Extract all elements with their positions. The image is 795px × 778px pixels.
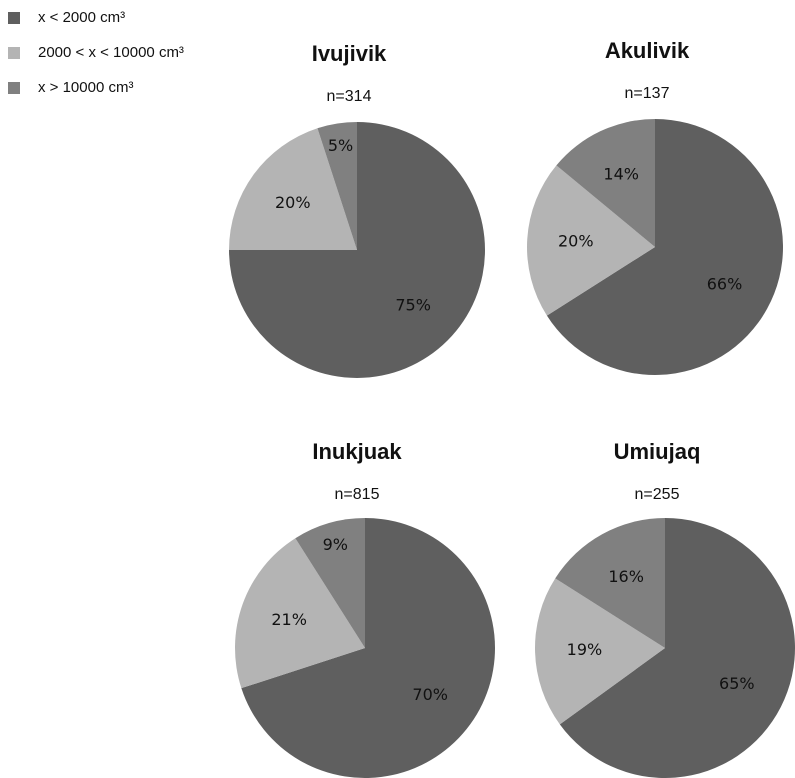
pie-value-label: 75%: [395, 296, 431, 315]
pie-value-label: 20%: [275, 193, 311, 212]
pie-slice: [241, 518, 496, 778]
pie-value-label: 20%: [558, 232, 594, 251]
pie-title: Ivujivik: [312, 41, 387, 66]
pie-value-label: 66%: [707, 275, 743, 294]
pie-slice: [527, 165, 655, 316]
pie-title: Akulivik: [605, 38, 690, 63]
legend-swatch: [8, 47, 20, 59]
pie-value-label: 14%: [603, 165, 639, 184]
legend-label: x > 10000 cm³: [38, 79, 133, 96]
pie-title: Umiujaq: [614, 439, 701, 464]
pie-subtitle: n=137: [625, 85, 670, 102]
pie-slice: [229, 128, 357, 250]
legend-label: 2000 < x < 10000 cm³: [38, 44, 184, 61]
pie-slice: [317, 122, 357, 250]
pie-value-label: 70%: [412, 685, 448, 704]
pie-value-label: 65%: [719, 674, 755, 693]
pie-slice: [559, 518, 795, 778]
pie-value-label: 16%: [608, 567, 644, 586]
pie-slice: [555, 518, 665, 648]
pie-subtitle: n=314: [327, 88, 372, 105]
pie-value-label: 21%: [271, 610, 307, 629]
legend-swatch: [8, 12, 20, 24]
pie-slice: [535, 578, 665, 725]
pie-value-label: 9%: [323, 535, 348, 554]
pie-slice: [546, 119, 783, 375]
pie-slice: [556, 119, 655, 247]
pie-subtitle: n=255: [635, 486, 680, 503]
pie-title: Inukjuak: [312, 439, 402, 464]
pie-subtitle: n=815: [335, 486, 380, 503]
pie-slice: [235, 538, 365, 689]
pie-slice: [295, 518, 365, 648]
pie-value-label: 19%: [567, 640, 603, 659]
legend-swatch: [8, 82, 20, 94]
legend-label: x < 2000 cm³: [38, 9, 125, 26]
pie-value-label: 5%: [328, 136, 353, 155]
